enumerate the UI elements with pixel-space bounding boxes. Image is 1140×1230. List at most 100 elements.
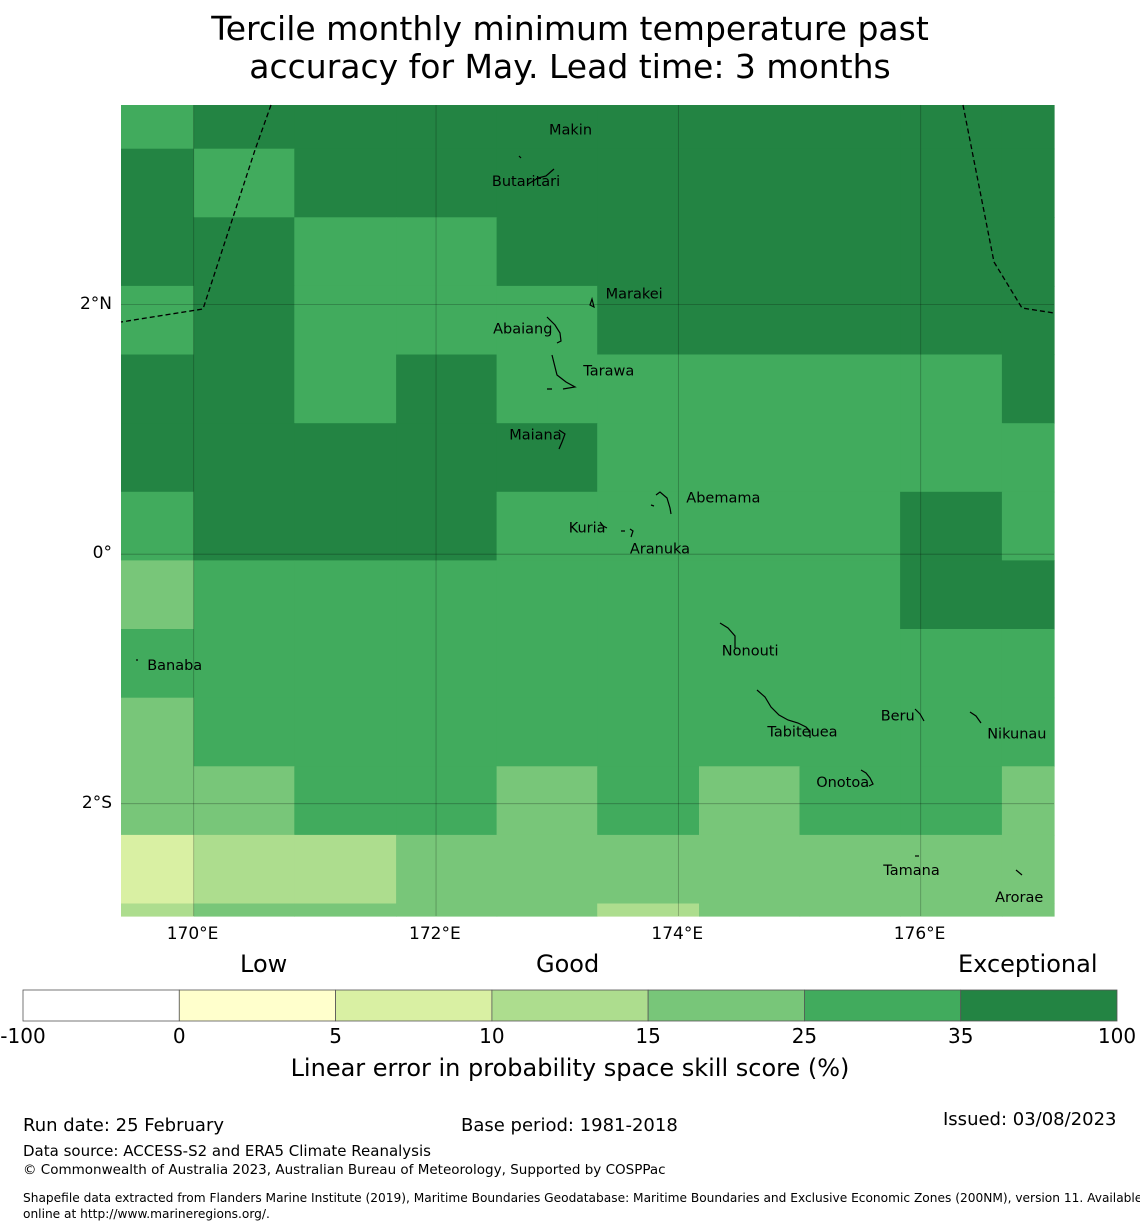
skill-cell <box>121 766 195 836</box>
skill-cell <box>699 285 801 356</box>
y-tick-label: 2°S <box>81 792 112 813</box>
skill-cell <box>396 629 498 699</box>
skill-cell <box>121 903 195 917</box>
skill-cell <box>1001 105 1055 150</box>
skill-cell <box>699 766 801 836</box>
y-tick-label: 2°N <box>79 293 112 314</box>
marakei-coastline <box>589 296 595 309</box>
skill-grid <box>121 105 1055 917</box>
colorbar-tick-label: 15 <box>635 1024 661 1048</box>
skill-cell <box>597 697 700 767</box>
skill-cell <box>294 560 397 630</box>
skill-cell <box>900 766 1003 836</box>
skill-cell <box>121 491 195 561</box>
island-label-butaritari: Butaritari <box>492 174 560 190</box>
skill-cell <box>121 285 195 356</box>
run-date: Run date: 25 February <box>23 1115 224 1136</box>
issued-date: Issued: 03/08/2023 <box>943 1109 1117 1130</box>
island-label-abaiang: Abaiang <box>493 322 552 338</box>
skill-cell <box>799 903 901 917</box>
kuria-coastline <box>599 521 608 529</box>
skill-cell <box>396 834 498 905</box>
chart-title: Tercile monthly minimum temperature past… <box>0 10 1140 86</box>
skill-cell <box>496 834 598 905</box>
skill-cell <box>699 697 801 767</box>
x-tick-label: 170°E <box>166 924 219 944</box>
skill-cell <box>294 766 397 836</box>
skill-cell <box>496 105 598 150</box>
legend-label-exceptional: Exceptional <box>958 950 1098 978</box>
skill-cell <box>496 903 598 917</box>
x-tick-label: 174°E <box>651 924 704 944</box>
skill-cell <box>597 217 700 287</box>
skill-cell <box>900 354 1003 424</box>
graticule <box>121 105 1054 916</box>
skill-cell <box>1001 766 1055 836</box>
skill-cell <box>799 834 901 905</box>
skill-cell <box>799 217 901 287</box>
island-label-tamana: Tamana <box>882 863 939 879</box>
legend-label-low: Low <box>240 950 288 978</box>
island-coastlines <box>136 155 1023 876</box>
skill-cell <box>121 105 195 150</box>
skill-cell <box>1001 148 1055 218</box>
island-label-tarawa: Tarawa <box>582 364 634 380</box>
skill-cell <box>193 217 295 287</box>
skill-cell <box>597 903 700 917</box>
skill-cell <box>396 148 498 218</box>
skill-cell <box>396 354 498 424</box>
island-label-arorae: Arorae <box>995 890 1043 906</box>
skill-cell <box>121 560 195 630</box>
island-label-abemama: Abemama <box>686 490 760 506</box>
skill-cell <box>193 834 295 905</box>
island-label-nikunau: Nikunau <box>987 727 1046 743</box>
arorae-coastline <box>1015 869 1023 876</box>
skill-cell <box>699 217 801 287</box>
colorbar <box>22 989 1118 1022</box>
skill-cell <box>799 560 901 630</box>
skill-cell <box>294 217 397 287</box>
island-label-nonouti: Nonouti <box>722 644 779 660</box>
shapefile-credit-line-1: Shapefile data extracted from Flanders M… <box>23 1191 1140 1205</box>
skill-cell <box>193 105 295 150</box>
colorbar-segment <box>960 989 1118 1022</box>
skill-cell <box>597 766 700 836</box>
skill-cell <box>193 766 295 836</box>
skill-cell <box>396 105 498 150</box>
skill-cell <box>294 148 397 218</box>
x-tick-label: 176°E <box>893 924 946 944</box>
skill-cell <box>597 354 700 424</box>
skill-cell <box>900 834 1003 905</box>
skill-cell <box>597 285 700 356</box>
skill-cell <box>294 105 397 150</box>
skill-cell <box>900 285 1003 356</box>
skill-cell <box>193 491 295 561</box>
skill-cell <box>396 423 498 493</box>
tarawa-coastline <box>547 354 577 390</box>
skill-cell <box>900 105 1003 150</box>
legend-label-good: Good <box>536 950 600 978</box>
skill-cell <box>496 491 598 561</box>
beru-coastline <box>914 708 925 722</box>
skill-cell <box>496 697 598 767</box>
island-label-kuria: Kuria <box>569 521 606 537</box>
skill-cell <box>1001 217 1055 287</box>
skill-cell <box>496 560 598 630</box>
skill-cell <box>121 697 195 767</box>
skill-cell <box>294 834 397 905</box>
skill-cell <box>1001 423 1055 493</box>
skill-cell <box>799 285 901 356</box>
skill-cell <box>193 354 295 424</box>
skill-cell <box>900 560 1003 630</box>
skill-cell <box>496 148 598 218</box>
island-label-onotoa: Onotoa <box>816 775 869 791</box>
skill-cell <box>799 423 901 493</box>
skill-cell <box>193 423 295 493</box>
skill-cell <box>1001 903 1055 917</box>
skill-cell <box>1001 354 1055 424</box>
skill-cell <box>121 148 195 218</box>
skill-cell <box>699 354 801 424</box>
eez-boundaries <box>120 104 1055 323</box>
skill-cell <box>799 766 901 836</box>
